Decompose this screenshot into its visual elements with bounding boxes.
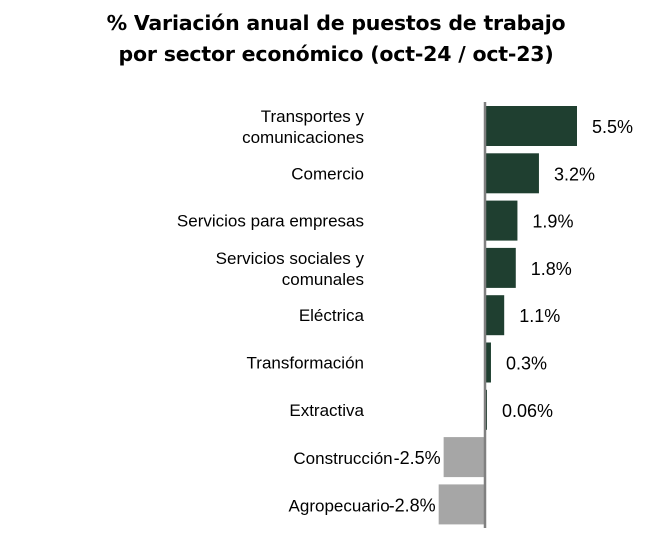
category-label-line: comunicaciones — [242, 128, 364, 147]
category-label-7: Construcción — [293, 449, 392, 468]
bar-8 — [438, 484, 485, 525]
category-label-line: Transportes y — [261, 107, 365, 126]
data-label-5: 0.3% — [506, 354, 547, 374]
bar-5 — [486, 342, 491, 383]
chart-title-line-1: % Variación anual de puestos de trabajo — [106, 11, 566, 35]
data-label-3: 1.8% — [531, 259, 572, 279]
data-label-8: -2.8% — [389, 495, 436, 515]
bar-7 — [443, 437, 485, 478]
category-label-line: Servicios para empresas — [177, 212, 364, 231]
category-label-line: Transformación — [247, 354, 364, 373]
category-label-1: Comercio — [291, 164, 364, 183]
data-label-4: 1.1% — [519, 306, 560, 326]
bar-1 — [486, 153, 539, 194]
category-label-8: Agropecuario — [289, 496, 390, 515]
category-label-line: Extractiva — [289, 401, 364, 420]
category-label-5: Transformación — [247, 354, 364, 373]
bar-0 — [486, 106, 577, 146]
category-label-line: Eléctrica — [299, 306, 365, 325]
category-label-3: Servicios sociales y comunales — [216, 249, 365, 289]
data-label-2: 1.9% — [532, 212, 573, 232]
category-label-line: Comercio — [291, 164, 364, 183]
category-label-line: Servicios sociales y — [216, 249, 365, 268]
data-label-6: 0.06% — [502, 401, 553, 421]
category-label-2: Servicios para empresas — [177, 212, 364, 231]
bar-6 — [486, 389, 487, 430]
data-label-0: 5.5% — [592, 117, 633, 137]
category-label-0: Transportes y comunicaciones — [242, 107, 364, 147]
data-label-7: -2.5% — [394, 448, 441, 468]
bar-2 — [486, 200, 518, 241]
chart-title-line-2: por sector económico (oct-24 / oct-23) — [118, 42, 554, 66]
data-label-1: 3.2% — [554, 164, 595, 184]
bar-3 — [486, 247, 516, 288]
category-label-line: comunales — [282, 270, 364, 289]
category-label-4: Eléctrica — [299, 306, 365, 325]
bar-4 — [486, 295, 505, 336]
chart-title: % Variación anual de puestos de trabajo … — [0, 8, 672, 70]
category-label-6: Extractiva — [289, 401, 364, 420]
